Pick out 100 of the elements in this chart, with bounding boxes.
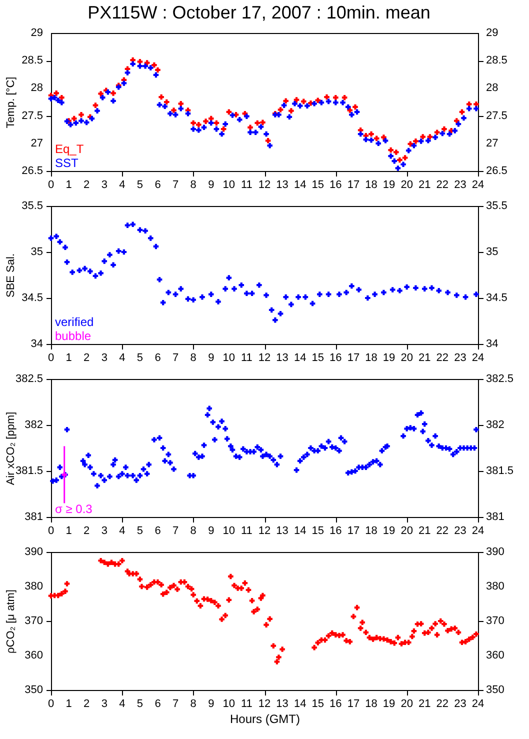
x-tick-label: 2 [84,352,90,364]
x-tick-label: 0 [48,525,54,537]
x-tick-label: 8 [190,525,196,537]
x-tick-label: 15 [312,698,324,710]
x-tick-label: 0 [48,352,54,364]
text: verified [55,315,94,329]
x-tick-label: 24 [472,525,484,537]
x-tick-label: 8 [190,698,196,710]
x-tick-label: 1 [66,525,72,537]
y2-tick-label: 27.5 [486,110,508,122]
x-tick-label: 7 [172,698,179,710]
y-tick-label: 35.5 [22,200,43,212]
x-tick-label: 9 [208,179,214,191]
x-tick-label: 18 [365,352,378,364]
x-tick-label: 22 [436,525,449,537]
x-tick-label: 4 [119,352,126,364]
x-tick-label: 11 [240,352,252,364]
x-tick-label: 23 [454,525,466,537]
x-tick-label: 14 [294,525,306,537]
x-tick-label: 20 [400,525,413,537]
y2-tick-label: 381 [486,511,504,523]
x-tick-label: 16 [330,179,342,191]
x-tick-label: 23 [454,698,466,710]
x-tick-label: 9 [208,525,214,537]
x-tick-label: 19 [382,698,396,710]
x-tick-label: 1 [66,352,72,364]
x-tick-label: 15 [312,179,324,191]
x-tick-label: 5 [136,179,144,191]
y-tick-label: 26.5 [22,165,43,177]
x-tick-label: 12 [258,698,271,710]
x-tick-label: 21 [418,525,431,537]
y2-tick-label: 381.5 [486,465,514,477]
x-tick-label: 13 [276,352,288,364]
x-tick-label: 24 [472,698,484,710]
y2-tick-label: 382.5 [486,373,514,385]
x-tick-label: 6 [154,179,161,191]
x-tick-label: 14 [294,352,306,364]
y2-tick-label: 380 [486,580,504,592]
y-tick-label: 381.5 [15,465,43,477]
x-tick-label: 24 [472,352,484,364]
x-tick-label: 18 [365,179,378,191]
y2-tick-label: 26.5 [486,165,508,177]
y-tick-label: 380 [24,580,43,592]
y2-tick-label: 360 [486,650,504,662]
y-tick-label: 27 [30,137,43,150]
x-tick-label: 11 [240,525,252,537]
x-tick-label: 17 [347,352,360,364]
y-tick-label: 35 [30,246,43,258]
x-tick-label: 6 [154,698,161,710]
x-tick-label: 15 [312,525,324,537]
y-axis-title: SBE Sal. [5,253,17,298]
x-tick-label: 10 [222,179,236,191]
text: σ ≥ 0.3 [55,502,93,516]
y2-tick-label: 382 [486,419,504,431]
x-tick-label: 8 [190,352,196,364]
x-tick-label: 21 [418,698,431,710]
x-tick-label: 5 [136,352,144,364]
x-tick-label: 16 [330,352,342,364]
x-tick-label: 7 [172,352,179,364]
x-tick-label: 13 [276,179,288,191]
x-tick-label: 2 [84,698,90,710]
x-tick-label: 21 [418,179,431,191]
x-tick-label: 12 [258,525,271,537]
x-tick-label: 14 [294,179,306,191]
x-tick-label: 3 [101,698,108,710]
x-tick-label: 15 [312,352,324,364]
y-tick-label: 34 [30,338,43,350]
y-tick-label: 370 [24,615,43,627]
y-axis-title: Air xCO₂ [ppm] [5,412,17,486]
y-tick-label: 34.5 [22,292,43,304]
x-tick-label: 19 [382,525,396,537]
x-tick-label: 2 [84,525,90,537]
x-tick-label: 11 [240,179,252,191]
y2-tick-label: 29 [486,27,498,39]
y2-tick-label: 35.5 [486,200,508,212]
y-tick-label: 360 [24,650,43,662]
y2-tick-label: 28.5 [486,54,508,67]
y-tick-label: 28.5 [22,54,43,67]
x-tick-label: 19 [382,179,396,191]
x-tick-label: 12 [258,179,271,191]
y-axis-title: Temp. [°C] [5,76,17,128]
x-tick-label: 16 [330,698,342,710]
y2-tick-label: 34 [486,338,498,350]
x-tick-label: 6 [154,525,161,537]
x-tick-label: 4 [119,698,126,710]
x-tick-label: 14 [294,698,306,710]
x-tick-label: 9 [208,352,214,364]
y2-tick-label: 350 [486,684,504,696]
y-axis-title: ρCO₂ [μ atm] [5,590,17,654]
x-tick-label: 6 [154,352,161,364]
x-tick-label: 1 [66,179,72,191]
y-tick-label: 381 [24,511,43,523]
x-tick-label: 10 [222,698,236,710]
legend-label: bubble [55,329,92,343]
x-tick-label: 23 [454,352,466,364]
y2-tick-label: 390 [486,546,504,558]
x-tick-label: 22 [436,352,449,364]
y-tick-label: 27.5 [22,110,43,122]
y-tick-label: 390 [24,546,43,558]
x-tick-label: 18 [365,698,378,710]
